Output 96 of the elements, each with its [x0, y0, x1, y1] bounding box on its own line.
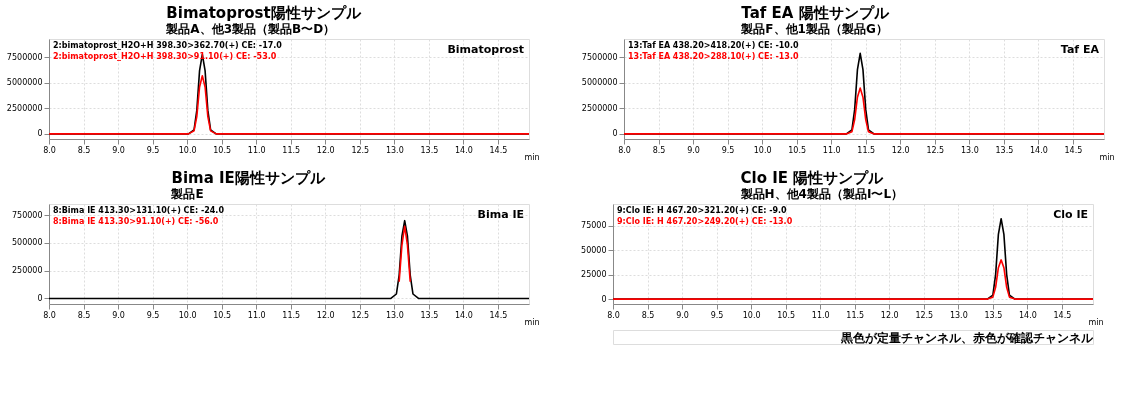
- x-tick-label: 13.5: [420, 310, 439, 320]
- x-tick-label: 12.0: [316, 145, 335, 155]
- x-tick-label: 11.0: [822, 145, 841, 155]
- text: 9:Clo IE: H 467.20>321.20(+) CE: -9.0: [617, 206, 788, 215]
- x-tick-label: 13.0: [385, 145, 404, 155]
- x-tick-label: 8.5: [77, 310, 91, 320]
- x-tick-label: 8.0: [43, 145, 56, 155]
- x-tick-label: 11.5: [282, 145, 301, 155]
- x-tick-label: 12.5: [351, 310, 370, 320]
- x-tick-label: 11.0: [811, 310, 830, 320]
- x-tick-label: 8.0: [607, 310, 620, 320]
- x-tick-label: 12.5: [351, 145, 370, 155]
- x-tick-label: 14.5: [1053, 310, 1072, 320]
- x-tick-label: 9.0: [112, 145, 125, 155]
- text: 13:Taf EA 438.20>418.20(+) CE: -10.0: [628, 41, 799, 50]
- x-tick-label: 9.5: [146, 145, 160, 155]
- x-tick-label: 10.0: [178, 310, 197, 320]
- x-axis-title: min: [1088, 317, 1104, 327]
- chart-title: Taf EA 陽性サンプル: [741, 4, 890, 22]
- x-tick-label: 8.0: [43, 310, 56, 320]
- x-tick-label: 10.5: [213, 310, 232, 320]
- text: 8:Bima IE 413.30>131.10(+) CE: -24.0: [53, 206, 225, 215]
- text: 黒色が定量チャンネル、赤色が確認チャンネル: [840, 331, 1094, 345]
- x-tick-label: 11.5: [857, 145, 876, 155]
- x-tick-label: 9.0: [687, 145, 700, 155]
- annotation: Bima IE: [477, 208, 524, 221]
- y-tick-label: 0: [612, 129, 618, 139]
- x-axis-title: min: [524, 152, 540, 162]
- x-tick-label: 11.0: [247, 145, 266, 155]
- x-tick-label: 11.0: [247, 310, 266, 320]
- x-tick-label: 10.0: [178, 145, 197, 155]
- x-tick-label: 13.0: [960, 145, 979, 155]
- chart-subtitle: 製品A、他3製品（製品B〜D）: [165, 22, 336, 36]
- annotation: Clo IE: [1053, 208, 1088, 221]
- annotation: Taf EA: [1060, 43, 1100, 56]
- x-tick-label: 11.5: [846, 310, 865, 320]
- y-tick-label: 5000000: [6, 78, 43, 88]
- y-tick-label: 2500000: [6, 103, 43, 113]
- x-tick-label: 12.0: [316, 310, 335, 320]
- x-tick-label: 10.5: [788, 145, 807, 155]
- y-tick-label: 75000: [581, 221, 607, 231]
- x-tick-label: 14.0: [1029, 145, 1048, 155]
- text: 8:Bima IE 413.30>91.10(+) CE: -56.0: [53, 217, 219, 226]
- x-tick-label: 14.0: [1018, 310, 1037, 320]
- y-tick-label: 5000000: [581, 78, 618, 88]
- chart-subtitle: 製品E: [170, 187, 204, 201]
- x-tick-label: 13.0: [949, 310, 968, 320]
- x-tick-label: 9.0: [676, 310, 689, 320]
- x-tick-label: 9.5: [146, 310, 160, 320]
- chart-title: Bima IE陽性サンプル: [171, 169, 326, 187]
- text: 2:bimatoprost_H2O+H 398.30>362.70(+) CE: -17.0: [53, 41, 283, 50]
- x-tick-label: 13.5: [984, 310, 1003, 320]
- x-tick-label: 9.0: [112, 310, 125, 320]
- x-tick-label: 12.5: [926, 145, 945, 155]
- x-tick-label: 12.0: [880, 310, 899, 320]
- x-tick-label: 12.0: [891, 145, 910, 155]
- x-tick-label: 10.0: [742, 310, 761, 320]
- y-tick-label: 750000: [11, 210, 43, 220]
- x-tick-label: 8.0: [618, 145, 631, 155]
- x-tick-label: 13.0: [385, 310, 404, 320]
- x-tick-label: 8.5: [77, 145, 91, 155]
- x-tick-label: 13.5: [420, 145, 439, 155]
- y-tick-label: 2500000: [581, 103, 618, 113]
- x-tick-label: 12.5: [915, 310, 934, 320]
- x-tick-label: 10.5: [777, 310, 796, 320]
- chart-title: Bimatoprost陽性サンプル: [166, 4, 362, 22]
- x-axis-title: min: [1099, 152, 1115, 162]
- x-tick-label: 14.5: [489, 145, 508, 155]
- annotation: Bimatoprost: [447, 43, 524, 56]
- text: 9:Clo IE: H 467.20>249.20(+) CE: -13.0: [617, 217, 793, 226]
- y-tick-label: 50000: [581, 245, 607, 255]
- x-axis-title: min: [524, 317, 540, 327]
- text: 13:Taf EA 438.20>288.10(+) CE: -13.0: [628, 52, 799, 61]
- y-tick-label: 0: [37, 129, 43, 139]
- y-tick-label: 250000: [11, 266, 43, 276]
- y-tick-label: 25000: [581, 270, 607, 280]
- chart-subtitle: 製品F、他1製品（製品G）: [740, 22, 888, 36]
- x-tick-label: 8.5: [652, 145, 666, 155]
- x-tick-label: 8.5: [641, 310, 655, 320]
- x-tick-label: 11.5: [282, 310, 301, 320]
- y-tick-label: 0: [37, 293, 43, 303]
- x-tick-label: 13.5: [995, 145, 1014, 155]
- y-tick-label: 500000: [11, 238, 43, 248]
- chart-subtitle: 製品H、他4製品（製品I〜L）: [739, 187, 904, 201]
- chart-title: Clo IE 陽性サンプル: [740, 169, 885, 187]
- x-tick-label: 9.5: [721, 145, 735, 155]
- x-tick-label: 10.0: [753, 145, 772, 155]
- x-tick-label: 14.5: [489, 310, 508, 320]
- x-tick-label: 9.5: [710, 310, 724, 320]
- y-tick-label: 7500000: [581, 52, 618, 62]
- x-tick-label: 10.5: [213, 145, 232, 155]
- x-tick-label: 14.5: [1064, 145, 1083, 155]
- x-tick-label: 14.0: [454, 145, 473, 155]
- y-tick-label: 0: [601, 294, 607, 304]
- y-tick-label: 7500000: [6, 52, 43, 62]
- x-tick-label: 14.0: [454, 310, 473, 320]
